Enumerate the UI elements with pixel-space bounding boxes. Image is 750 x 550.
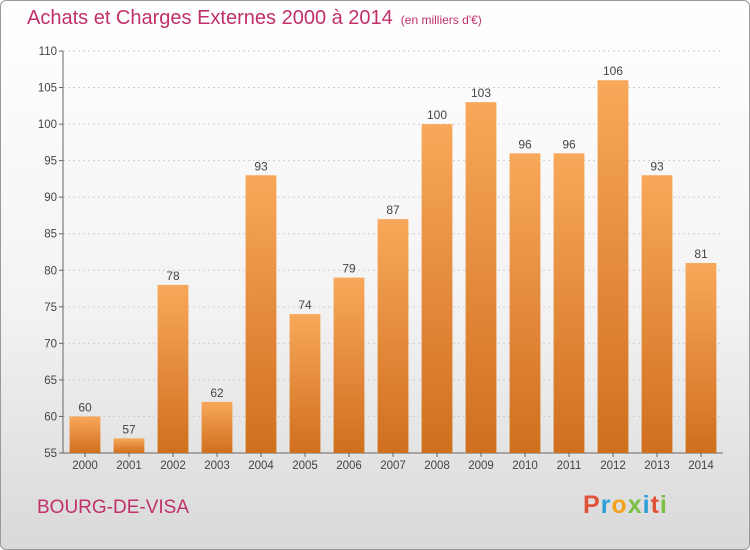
x-tick-label: 2013: [644, 460, 670, 472]
x-tick-label: 2012: [600, 460, 626, 472]
y-tick-label: 60: [44, 411, 57, 423]
bar-2010: [509, 153, 541, 453]
bar-2002: [157, 284, 189, 453]
x-tick-label: 2008: [424, 460, 450, 472]
logo-letter: t: [650, 491, 660, 519]
bar-2009: [465, 102, 497, 453]
chart-title-text: Achats et Charges Externes 2000 à 2014: [27, 7, 393, 29]
x-tick-label: 2001: [116, 460, 142, 472]
x-tick-label: 2005: [292, 460, 318, 472]
y-tick-label: 65: [44, 375, 57, 387]
logo-letter: P: [583, 491, 601, 519]
value-label: 93: [650, 159, 664, 173]
y-tick-label: 80: [44, 265, 57, 277]
bar-2001: [113, 438, 145, 453]
value-label: 60: [78, 400, 92, 414]
x-tick-label: 2011: [557, 460, 582, 472]
chart-unit: (en milliers d'€): [400, 13, 482, 27]
value-label: 79: [342, 262, 356, 276]
y-tick-label: 85: [44, 229, 57, 241]
x-tick-label: 2007: [380, 460, 406, 472]
bar-2011: [553, 153, 585, 453]
bar-2014: [685, 262, 717, 453]
value-label: 93: [254, 159, 268, 173]
value-label: 74: [298, 298, 312, 312]
y-tick-label: 105: [38, 83, 57, 95]
x-tick-label: 2014: [688, 460, 714, 472]
value-label: 96: [562, 137, 576, 151]
town-name: BOURG-DE-VISA: [37, 497, 190, 518]
y-tick-label: 100: [38, 119, 57, 131]
y-tick-label: 75: [44, 302, 57, 314]
x-tick-label: 2003: [204, 460, 230, 472]
logo-letter: i: [642, 491, 651, 519]
bar-2008: [421, 124, 453, 453]
bar-2000: [69, 416, 101, 453]
value-label: 100: [427, 108, 447, 122]
logo-letter: i: [659, 491, 668, 519]
value-label: 103: [471, 86, 491, 100]
logo-letter: x: [627, 491, 643, 519]
value-label: 57: [122, 422, 136, 436]
logo-letter: r: [600, 491, 612, 519]
x-tick-label: 2009: [468, 460, 494, 472]
x-tick-label: 2006: [336, 460, 362, 472]
proxiti-logo: Proxiti: [583, 491, 668, 520]
y-tick-label: 70: [44, 338, 57, 350]
x-tick-label: 2000: [72, 460, 98, 472]
bar-2007: [377, 219, 409, 453]
bar-2012: [597, 80, 629, 454]
value-label: 96: [518, 137, 532, 151]
y-tick-label: 90: [44, 192, 57, 204]
y-tick-label: 110: [39, 46, 57, 58]
bar-2004: [245, 175, 277, 453]
y-tick-label: 55: [44, 448, 57, 460]
y-tick-label: 95: [44, 156, 57, 168]
bar-2013: [641, 175, 673, 453]
x-tick-label: 2010: [512, 460, 538, 472]
value-label: 81: [694, 247, 708, 261]
value-label: 62: [210, 386, 224, 400]
bar-2005: [289, 314, 321, 453]
x-tick-label: 2002: [160, 460, 186, 472]
chart-title: Achats et Charges Externes 2000 à 2014 (e…: [27, 7, 482, 30]
bar-2003: [201, 401, 233, 453]
x-tick-label: 2004: [248, 460, 274, 472]
bar-2006: [333, 277, 365, 453]
value-label: 106: [603, 64, 623, 78]
value-label: 87: [386, 203, 400, 217]
value-label: 78: [166, 269, 180, 283]
logo-letter: o: [611, 491, 628, 519]
